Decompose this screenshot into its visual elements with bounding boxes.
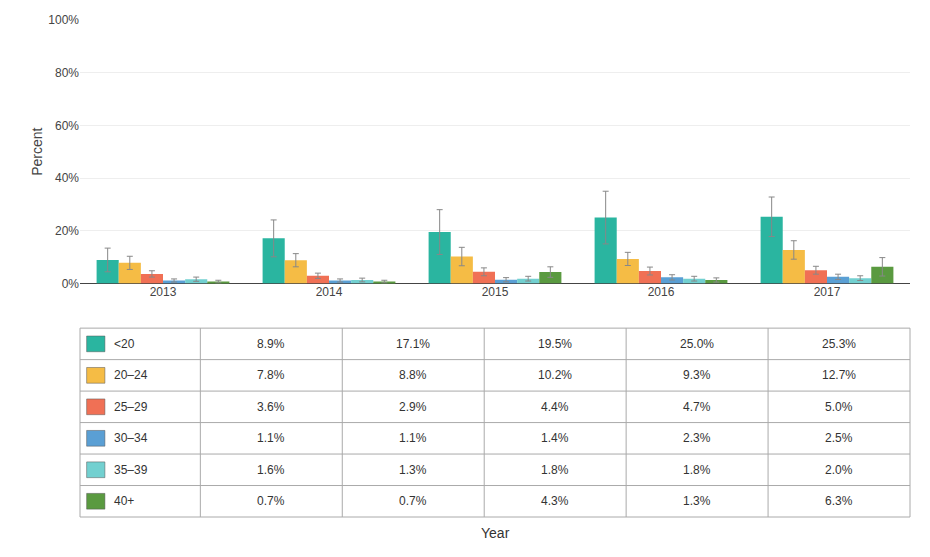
svg-text:1.1%: 1.1% xyxy=(257,431,285,445)
svg-text:2.9%: 2.9% xyxy=(399,400,427,414)
svg-text:1.8%: 1.8% xyxy=(541,463,569,477)
svg-text:4.3%: 4.3% xyxy=(541,494,569,508)
svg-text:20%: 20% xyxy=(55,224,79,238)
svg-text:0.7%: 0.7% xyxy=(399,494,427,508)
svg-text:Year: Year xyxy=(481,525,510,541)
svg-text:100%: 100% xyxy=(48,13,79,27)
svg-text:2.3%: 2.3% xyxy=(683,431,711,445)
svg-text:25.3%: 25.3% xyxy=(822,337,856,351)
svg-text:1.3%: 1.3% xyxy=(683,494,711,508)
svg-text:25–29: 25–29 xyxy=(114,400,148,414)
svg-text:5.0%: 5.0% xyxy=(825,400,853,414)
svg-text:40%: 40% xyxy=(55,171,79,185)
svg-text:2016: 2016 xyxy=(648,285,675,299)
svg-text:60%: 60% xyxy=(55,119,79,133)
svg-text:8.9%: 8.9% xyxy=(257,337,285,351)
svg-text:40+: 40+ xyxy=(114,494,134,508)
svg-text:1.8%: 1.8% xyxy=(683,463,711,477)
svg-text:<20: <20 xyxy=(114,337,135,351)
svg-text:35–39: 35–39 xyxy=(114,463,148,477)
svg-text:20–24: 20–24 xyxy=(114,368,148,382)
svg-text:6.3%: 6.3% xyxy=(825,494,853,508)
svg-text:2013: 2013 xyxy=(150,285,177,299)
svg-text:10.2%: 10.2% xyxy=(538,368,572,382)
svg-text:80%: 80% xyxy=(55,66,79,80)
svg-text:2.5%: 2.5% xyxy=(825,431,853,445)
svg-text:25.0%: 25.0% xyxy=(680,337,714,351)
svg-text:30–34: 30–34 xyxy=(114,431,148,445)
svg-text:8.8%: 8.8% xyxy=(399,368,427,382)
svg-text:4.7%: 4.7% xyxy=(683,400,711,414)
svg-text:Percent: Percent xyxy=(29,127,45,175)
svg-text:1.3%: 1.3% xyxy=(399,463,427,477)
svg-text:17.1%: 17.1% xyxy=(396,337,430,351)
svg-text:2.0%: 2.0% xyxy=(825,463,853,477)
svg-text:0.7%: 0.7% xyxy=(257,494,285,508)
svg-text:4.4%: 4.4% xyxy=(541,400,569,414)
svg-text:9.3%: 9.3% xyxy=(683,368,711,382)
svg-text:1.4%: 1.4% xyxy=(541,431,569,445)
svg-text:2014: 2014 xyxy=(316,285,343,299)
svg-text:1.1%: 1.1% xyxy=(399,431,427,445)
svg-text:2017: 2017 xyxy=(814,285,841,299)
svg-text:0%: 0% xyxy=(62,277,80,291)
svg-text:2015: 2015 xyxy=(482,285,509,299)
svg-text:3.6%: 3.6% xyxy=(257,400,285,414)
svg-text:19.5%: 19.5% xyxy=(538,337,572,351)
svg-text:7.8%: 7.8% xyxy=(257,368,285,382)
svg-text:1.6%: 1.6% xyxy=(257,463,285,477)
svg-text:12.7%: 12.7% xyxy=(822,368,856,382)
